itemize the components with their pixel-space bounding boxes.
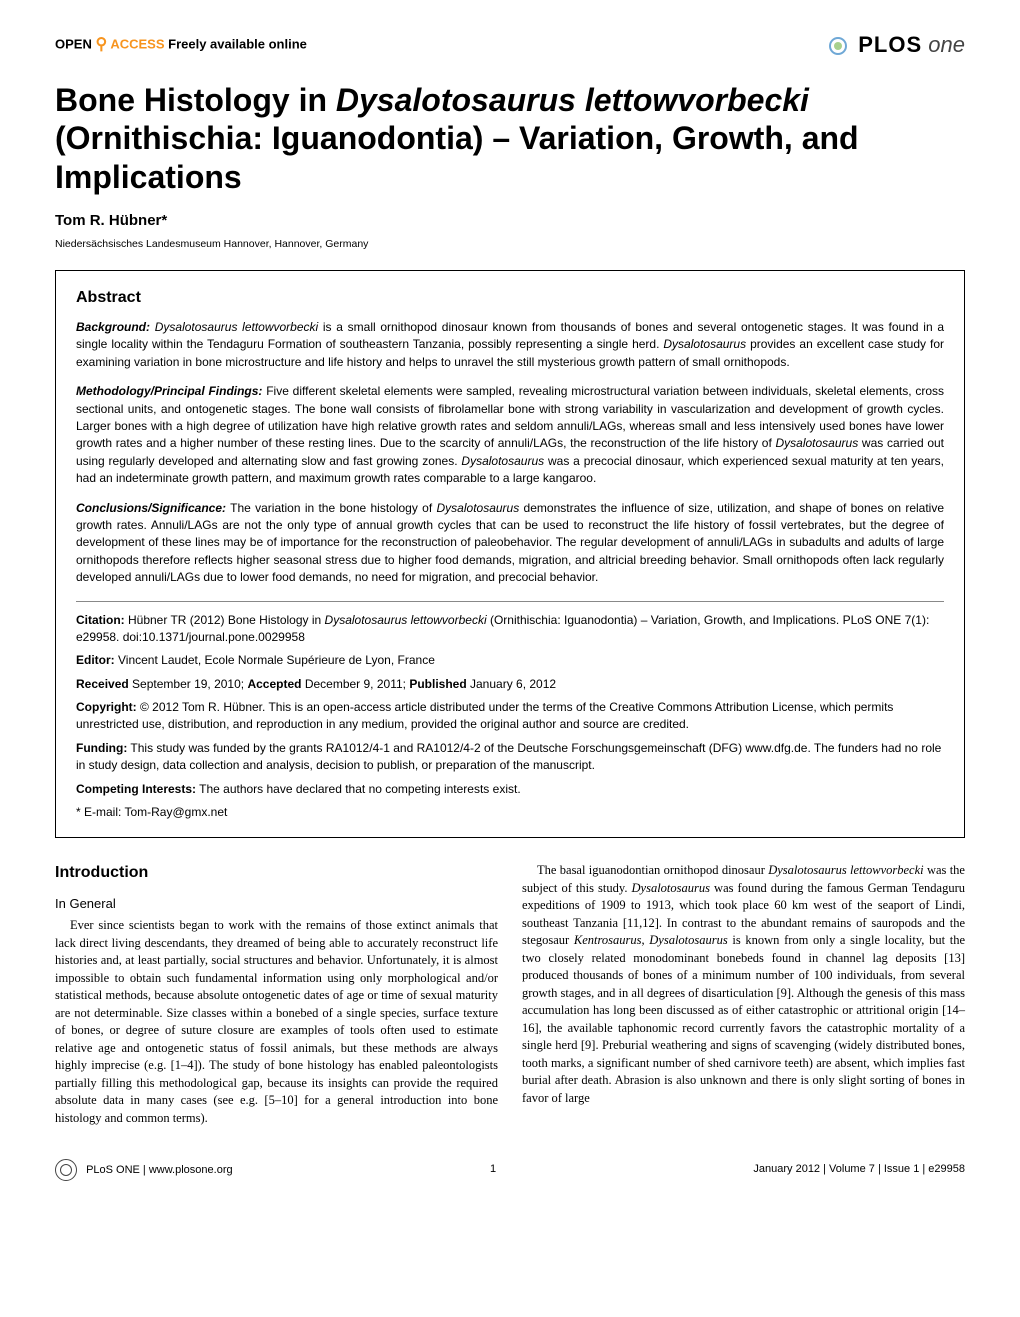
copyright-line: Copyright: © 2012 Tom R. Hübner. This is… bbox=[76, 699, 944, 734]
open-access-lock-icon: ⚲ bbox=[95, 34, 107, 56]
received-text: September 19, 2010; bbox=[129, 677, 248, 691]
title-species: Dysalotosaurus lettowvorbecki bbox=[336, 82, 809, 118]
intro-para-1: Ever since scientists began to work with… bbox=[55, 917, 498, 1127]
competing-line: Competing Interests: The authors have de… bbox=[76, 781, 944, 798]
methods-label: Methodology/Principal Findings: bbox=[76, 384, 262, 398]
open-access-mid: ACCESS bbox=[110, 37, 164, 52]
accepted-label: Accepted bbox=[247, 677, 301, 691]
conclusions-t1: The variation in the bone histology of bbox=[226, 501, 436, 515]
conclusions-sp: Dysalotosaurus bbox=[437, 501, 520, 515]
abstract-box: Abstract Background: Dysalotosaurus lett… bbox=[55, 270, 965, 839]
author-line: Tom R. Hübner* bbox=[55, 210, 965, 231]
funding-label: Funding: bbox=[76, 741, 127, 755]
header-row: OPEN ⚲ ACCESS Freely available online PL… bbox=[55, 30, 965, 61]
copyright-label: Copyright: bbox=[76, 700, 137, 714]
editor-text: Vincent Laudet, Ecole Normale Supérieure… bbox=[115, 653, 435, 667]
footer-row: PLoS ONE | www.plosone.org 1 January 201… bbox=[55, 1159, 965, 1181]
abstract-background: Background: Dysalotosaurus lettowvorbeck… bbox=[76, 319, 944, 371]
p2-m4: is known from only a single locality, bu… bbox=[522, 933, 965, 1105]
methods-sp2: Dysalotosaurus bbox=[461, 454, 544, 468]
citation-sp: Dysalotosaurus lettowvorbecki bbox=[325, 613, 487, 627]
title-pre: Bone Histology in bbox=[55, 82, 336, 118]
footer-left-text: PLoS ONE | www.plosone.org bbox=[86, 1164, 233, 1176]
abstract-conclusions: Conclusions/Significance: The variation … bbox=[76, 500, 944, 587]
footer-left: PLoS ONE | www.plosone.org bbox=[55, 1159, 233, 1181]
article-title: Bone Histology in Dysalotosaurus lettowv… bbox=[55, 81, 965, 196]
editor-label: Editor: bbox=[76, 653, 115, 667]
citation-line: Citation: Hübner TR (2012) Bone Histolog… bbox=[76, 612, 944, 647]
intro-heading: Introduction bbox=[55, 862, 498, 884]
open-access-badge: OPEN ⚲ ACCESS Freely available online bbox=[55, 34, 307, 56]
accepted-text: December 9, 2011; bbox=[301, 677, 409, 691]
competing-text: The authors have declared that no compet… bbox=[196, 782, 521, 796]
received-label: Received bbox=[76, 677, 129, 691]
intro-subheading: In General bbox=[55, 895, 498, 913]
body-columns: Introduction In General Ever since scien… bbox=[55, 862, 965, 1127]
published-label: Published bbox=[409, 677, 466, 691]
funding-text: This study was funded by the grants RA10… bbox=[76, 741, 941, 772]
funding-line: Funding: This study was funded by the gr… bbox=[76, 740, 944, 775]
affiliation-line: Niedersächsisches Landesmuseum Hannover,… bbox=[55, 237, 965, 252]
journal-logo: PLOS one bbox=[829, 30, 965, 61]
background-label: Background: bbox=[76, 320, 150, 334]
p2-sp2: Dysalotosaurus bbox=[632, 881, 710, 895]
title-post: (Ornithischia: Iguanodontia) – Variation… bbox=[55, 120, 859, 194]
editor-line: Editor: Vincent Laudet, Ecole Normale Su… bbox=[76, 652, 944, 669]
logo-one: one bbox=[928, 32, 965, 57]
p2-pre: The basal iguanodontian ornithopod dinos… bbox=[537, 863, 768, 877]
footer-page-number: 1 bbox=[490, 1162, 496, 1177]
p2-sp1: Dysalotosaurus lettowvorbecki bbox=[768, 863, 923, 877]
open-access-prefix: OPEN bbox=[55, 37, 92, 52]
citation-label: Citation: bbox=[76, 613, 125, 627]
plos-globe-icon bbox=[829, 37, 847, 55]
meta-block: Citation: Hübner TR (2012) Bone Histolog… bbox=[76, 601, 944, 822]
abstract-heading: Abstract bbox=[76, 287, 944, 309]
email-label: * E-mail: bbox=[76, 805, 121, 819]
footer-globe-icon bbox=[55, 1159, 77, 1181]
methods-sp1: Dysalotosaurus bbox=[775, 436, 858, 450]
email-text: Tom-Ray@gmx.net bbox=[121, 805, 227, 819]
dates-line: Received September 19, 2010; Accepted De… bbox=[76, 676, 944, 693]
background-sp2: Dysalotosaurus bbox=[663, 337, 746, 351]
competing-label: Competing Interests: bbox=[76, 782, 196, 796]
abstract-methods: Methodology/Principal Findings: Five dif… bbox=[76, 383, 944, 487]
open-access-suffix: Freely available online bbox=[168, 37, 307, 52]
citation-t1: Hübner TR (2012) Bone Histology in bbox=[125, 613, 325, 627]
published-text: January 6, 2012 bbox=[467, 677, 556, 691]
email-line: * E-mail: Tom-Ray@gmx.net bbox=[76, 804, 944, 821]
p2-sp4: Dysalotosaurus bbox=[649, 933, 727, 947]
p2-sp3: Kentrosaurus bbox=[574, 933, 642, 947]
footer-right: January 2012 | Volume 7 | Issue 1 | e299… bbox=[753, 1162, 965, 1177]
background-sp1: Dysalotosaurus lettowvorbecki bbox=[155, 320, 318, 334]
conclusions-label: Conclusions/Significance: bbox=[76, 501, 226, 515]
copyright-text: © 2012 Tom R. Hübner. This is an open-ac… bbox=[76, 700, 893, 731]
intro-para-2: The basal iguanodontian ornithopod dinos… bbox=[522, 862, 965, 1107]
logo-plos: PLOS bbox=[858, 32, 922, 57]
